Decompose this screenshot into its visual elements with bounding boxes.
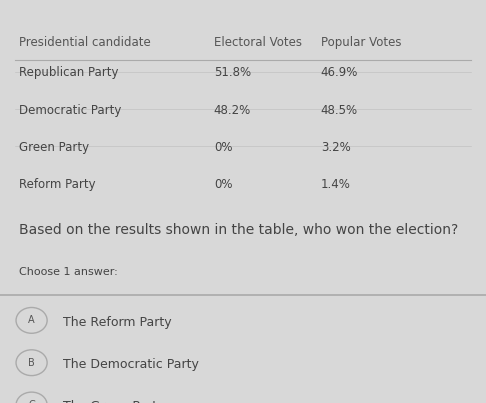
Text: The Reform Party: The Reform Party bbox=[63, 316, 172, 328]
Text: Reform Party: Reform Party bbox=[19, 178, 96, 191]
Text: 48.5%: 48.5% bbox=[321, 104, 358, 116]
Text: 48.2%: 48.2% bbox=[214, 104, 251, 116]
Text: Electoral Votes: Electoral Votes bbox=[214, 36, 302, 49]
Text: B: B bbox=[28, 358, 35, 368]
Text: Choose 1 answer:: Choose 1 answer: bbox=[19, 267, 118, 277]
Text: A: A bbox=[28, 316, 35, 325]
Text: 3.2%: 3.2% bbox=[321, 141, 350, 154]
Text: Green Party: Green Party bbox=[19, 141, 89, 154]
Text: Popular Votes: Popular Votes bbox=[321, 36, 401, 49]
Text: The Green Party: The Green Party bbox=[63, 400, 165, 403]
Text: Republican Party: Republican Party bbox=[19, 66, 119, 79]
Text: 0%: 0% bbox=[214, 178, 232, 191]
Text: 0%: 0% bbox=[214, 141, 232, 154]
Text: Presidential candidate: Presidential candidate bbox=[19, 36, 151, 49]
Text: The Democratic Party: The Democratic Party bbox=[63, 358, 199, 371]
Text: 51.8%: 51.8% bbox=[214, 66, 251, 79]
Text: Democratic Party: Democratic Party bbox=[19, 104, 122, 116]
Text: 46.9%: 46.9% bbox=[321, 66, 358, 79]
Text: C: C bbox=[28, 400, 35, 403]
Text: Based on the results shown in the table, who won the election?: Based on the results shown in the table,… bbox=[19, 223, 459, 237]
Text: 1.4%: 1.4% bbox=[321, 178, 350, 191]
